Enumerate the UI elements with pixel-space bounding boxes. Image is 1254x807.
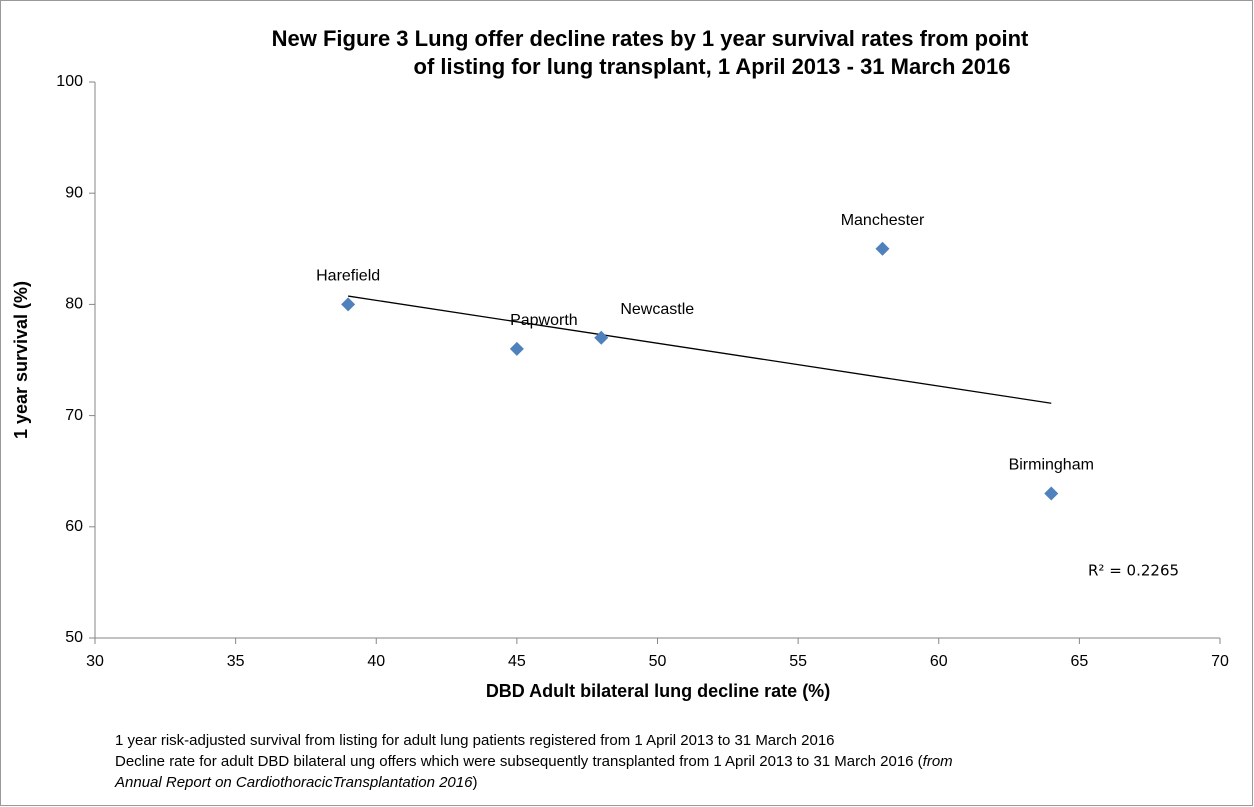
y-tick-label: 80 — [65, 296, 83, 313]
point-label: Newcastle — [620, 301, 694, 318]
y-axis-label: 1 year survival (%) — [11, 281, 31, 439]
y-tick-label: 50 — [65, 629, 83, 646]
y-tick-label: 70 — [65, 407, 83, 424]
footnote-part: Annual Report on CardiothoracicTransplan… — [114, 774, 473, 791]
data-point — [509, 341, 524, 356]
x-tick-label: 35 — [227, 653, 245, 670]
footnote-part: from — [923, 753, 953, 770]
footnote: Annual Report on CardiothoracicTransplan… — [114, 774, 477, 791]
x-tick-label: 40 — [367, 653, 385, 670]
y-tick-label: 100 — [56, 73, 83, 90]
x-axis-label: DBD Adult bilateral lung decline rate (%… — [486, 681, 830, 701]
data-point — [594, 330, 609, 345]
x-tick-label: 70 — [1211, 653, 1229, 670]
footnote: 1 year risk-adjusted survival from listi… — [115, 732, 835, 749]
x-tick-label: 55 — [789, 653, 807, 670]
data-point — [1044, 486, 1059, 501]
footnote-part: 1 year risk-adjusted survival from listi… — [115, 732, 835, 749]
point-label: Birmingham — [1009, 457, 1094, 474]
point-label: Harefield — [316, 268, 380, 285]
chart-title: of listing for lung transplant, 1 April … — [414, 54, 1011, 79]
footnote-part: Decline rate for adult DBD bilateral ung… — [115, 753, 923, 770]
point-label: Manchester — [841, 212, 925, 229]
x-tick-label: 65 — [1070, 653, 1088, 670]
footnote: Decline rate for adult DBD bilateral ung… — [115, 753, 953, 770]
x-tick-label: 60 — [930, 653, 948, 670]
y-tick-label: 60 — [65, 518, 83, 535]
y-tick-label: 90 — [65, 184, 83, 201]
x-tick-label: 50 — [649, 653, 667, 670]
footnote-part: ) — [472, 774, 477, 791]
chart-title: New Figure 3 Lung offer decline rates by… — [272, 26, 1029, 51]
point-label: Papworth — [510, 312, 578, 329]
x-tick-label: 45 — [508, 653, 526, 670]
trendline — [348, 295, 1052, 404]
data-point — [341, 297, 356, 312]
x-tick-label: 30 — [86, 653, 104, 670]
data-point — [875, 241, 890, 256]
r-squared: R² = 0.2265 — [1088, 562, 1179, 580]
